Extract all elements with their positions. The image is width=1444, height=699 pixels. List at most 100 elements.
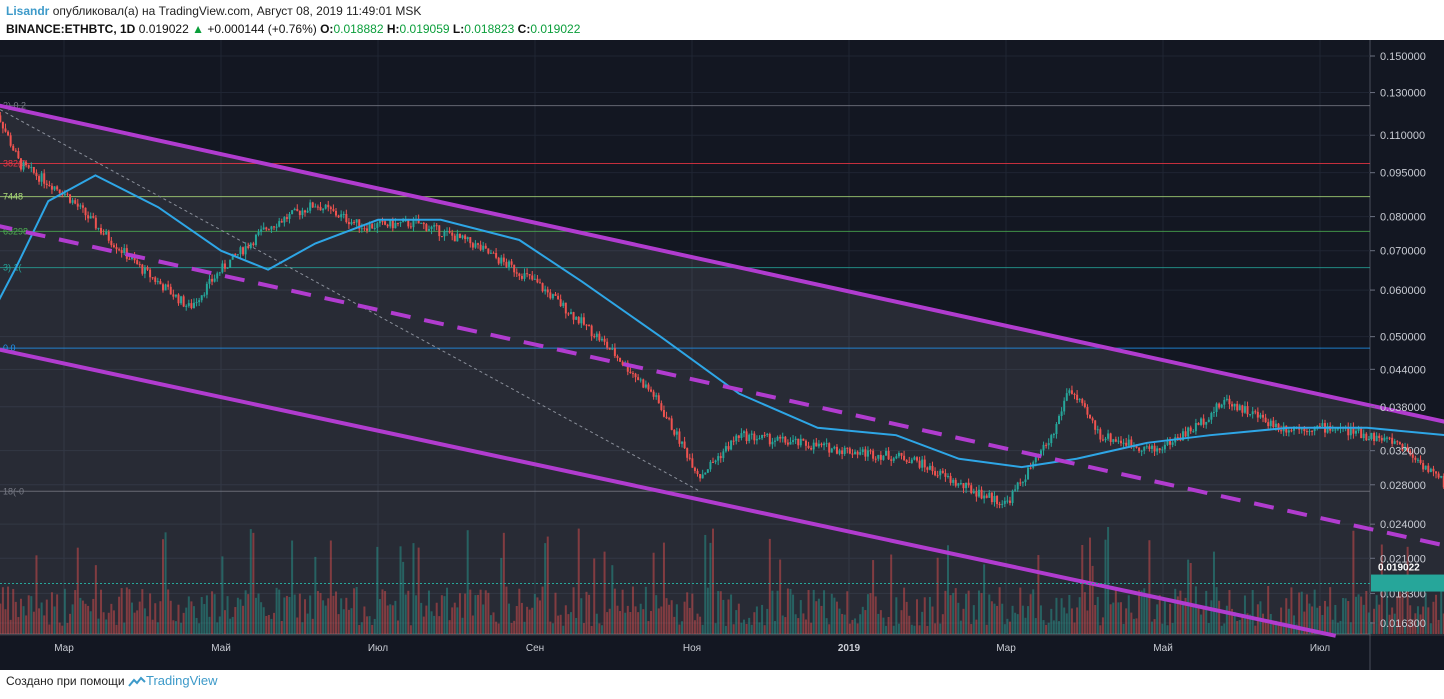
volume-bar — [804, 619, 807, 634]
volume-bar — [396, 620, 399, 634]
volume-bar — [50, 592, 53, 634]
candle-body — [1404, 446, 1407, 451]
volume-bar — [569, 612, 572, 634]
candle-body — [487, 248, 490, 254]
volume-bar — [221, 556, 224, 634]
candle-body — [520, 275, 523, 279]
candle-body — [652, 391, 655, 397]
volume-bar — [1354, 596, 1357, 634]
volume-bar — [1331, 619, 1334, 634]
candle-body — [897, 452, 900, 457]
volume-bar — [218, 616, 221, 634]
volume-bar — [446, 587, 449, 634]
candle-body — [582, 317, 585, 325]
volume-bar — [32, 611, 35, 634]
candle-body — [7, 131, 10, 136]
volume-bar — [1081, 544, 1084, 634]
channel-upper-line[interactable] — [0, 103, 1444, 565]
candle-body — [600, 338, 603, 341]
candle-body — [988, 492, 991, 498]
volume-bar — [74, 590, 77, 634]
volume-bar — [404, 594, 407, 634]
candle-body — [936, 475, 939, 477]
candle-body — [843, 447, 846, 455]
volume-bar — [257, 593, 260, 634]
candle-body — [954, 479, 957, 486]
volume-bar — [440, 595, 443, 634]
volume-bar — [740, 622, 743, 634]
candle-body — [742, 431, 745, 434]
candle-body — [1256, 411, 1259, 418]
volume-bar — [1437, 619, 1440, 634]
candle-body — [236, 254, 239, 256]
candle-body — [1385, 437, 1388, 439]
candle-body — [786, 442, 789, 445]
candle-body — [433, 225, 436, 227]
volume-bar — [874, 596, 877, 634]
volume-bar — [1150, 621, 1153, 634]
candle-body — [1303, 428, 1306, 432]
author-name[interactable]: Lisandr — [6, 4, 50, 18]
candle-body — [1068, 390, 1071, 394]
volume-bar — [1034, 618, 1037, 634]
volume-bar — [572, 587, 575, 634]
candle-body — [27, 165, 30, 168]
volume-bar — [1225, 605, 1228, 634]
fib-trend-line[interactable] — [0, 107, 701, 492]
volume-bar — [1063, 607, 1066, 634]
candle-body — [1442, 475, 1444, 488]
volume-bar — [1181, 602, 1184, 634]
candle-body — [172, 294, 175, 297]
candle-body — [603, 338, 606, 342]
candle-body — [704, 472, 707, 475]
candle-body — [691, 458, 694, 468]
candle-body — [1019, 482, 1022, 484]
candle-body — [427, 229, 430, 231]
volume-bar — [624, 612, 627, 634]
volume-bar — [905, 601, 908, 634]
candle-body — [683, 441, 686, 449]
volume-bar — [688, 607, 691, 634]
candle-body — [838, 450, 841, 454]
volume-bar — [704, 534, 707, 634]
candle-body — [848, 448, 851, 454]
volume-bar — [750, 624, 753, 634]
volume-bar — [244, 590, 247, 634]
volume-bar — [92, 598, 95, 634]
candle-body — [567, 313, 570, 315]
volume-bar — [1316, 607, 1319, 634]
candle-body — [1326, 426, 1329, 433]
price-chart[interactable]: 2) 0.2 382(0 7448 63298 3) 1(0.0 18(-0 0.1500… — [0, 40, 1444, 670]
candle-body — [642, 379, 645, 388]
time-tick-label: Май — [211, 643, 231, 654]
low-value: 0.018823 — [464, 22, 515, 36]
channel-lower-line[interactable] — [0, 347, 1337, 638]
candle-body — [686, 448, 689, 458]
volume-bar — [544, 543, 547, 634]
volume-bar — [619, 611, 622, 634]
volume-bar — [402, 561, 405, 634]
volume-bar — [939, 623, 942, 634]
candle-body — [588, 325, 591, 327]
candle-body — [613, 348, 616, 357]
candle-body — [79, 205, 82, 207]
candle-body — [1058, 415, 1061, 425]
tradingview-brand[interactable]: TradingView — [145, 673, 218, 688]
volume-bar — [1303, 611, 1306, 634]
volume-bar — [505, 586, 508, 634]
volume-bar — [1112, 602, 1115, 634]
candle-body — [1148, 446, 1151, 449]
volume-bar — [69, 613, 72, 634]
candle-body — [1316, 425, 1319, 427]
volume-bar — [779, 559, 782, 634]
volume-bar — [712, 528, 715, 634]
candle-body — [1086, 407, 1089, 415]
price-axis-background[interactable] — [1370, 40, 1444, 670]
volume-bar — [365, 616, 368, 634]
channel-mid-line[interactable] — [0, 224, 1444, 636]
volume-bar — [841, 613, 844, 634]
volume-bar — [358, 625, 361, 634]
volume-bar — [100, 589, 103, 634]
price-tick-label: 0.038000 — [1380, 402, 1426, 414]
time-axis-background[interactable] — [0, 634, 1370, 670]
